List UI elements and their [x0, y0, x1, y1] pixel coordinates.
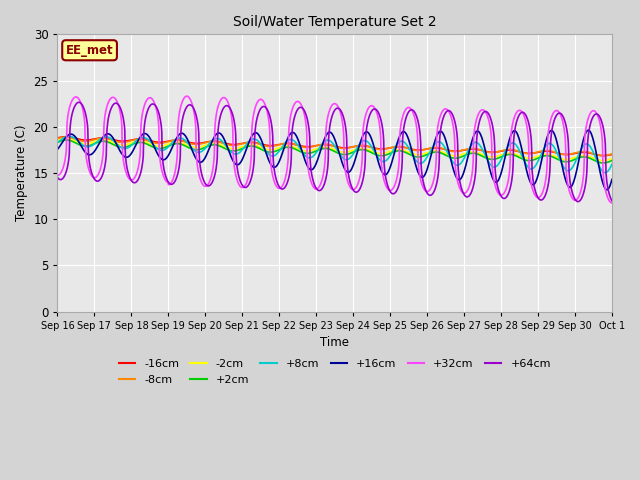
-8cm [61, 134, 69, 140]
+2cm [369, 151, 377, 156]
-8cm [120, 140, 127, 145]
+8cm [301, 152, 308, 158]
-2cm [301, 148, 308, 154]
+2cm [97, 139, 104, 144]
+32cm [289, 104, 297, 110]
+32cm [301, 112, 308, 118]
+2cm [310, 149, 318, 155]
+8cm [120, 145, 127, 151]
-16cm [54, 135, 61, 141]
-2cm [54, 138, 61, 144]
-8cm [301, 144, 308, 150]
+32cm [183, 93, 191, 99]
-2cm [62, 136, 70, 142]
-8cm [97, 135, 104, 141]
+32cm [369, 104, 377, 109]
-16cm [62, 134, 70, 140]
-2cm [310, 147, 318, 153]
+8cm [608, 161, 616, 167]
+32cm [119, 154, 127, 160]
Line: -8cm: -8cm [58, 137, 612, 156]
+16cm [608, 177, 616, 182]
+32cm [608, 200, 616, 206]
-16cm [608, 152, 616, 157]
+16cm [300, 155, 308, 161]
+8cm [289, 137, 297, 143]
+64cm [310, 182, 318, 188]
-16cm [600, 153, 607, 158]
+64cm [75, 99, 83, 105]
+2cm [599, 160, 607, 166]
+16cm [97, 139, 104, 144]
-16cm [120, 138, 127, 144]
+64cm [574, 199, 582, 204]
-2cm [599, 158, 607, 164]
Line: -16cm: -16cm [58, 137, 612, 156]
Line: -2cm: -2cm [58, 139, 612, 161]
-8cm [54, 136, 61, 142]
+16cm [54, 146, 61, 152]
+2cm [54, 140, 61, 145]
-8cm [289, 141, 297, 147]
Line: +16cm: +16cm [58, 130, 612, 190]
-16cm [301, 144, 308, 149]
+16cm [603, 187, 611, 192]
-16cm [289, 141, 297, 147]
-2cm [289, 144, 297, 150]
-8cm [310, 144, 318, 149]
+16cm [369, 140, 377, 146]
Line: +64cm: +64cm [58, 102, 612, 202]
+32cm [54, 172, 61, 178]
Legend: -16cm, -8cm, -2cm, +2cm, +8cm, +16cm, +32cm, +64cm: -16cm, -8cm, -2cm, +2cm, +8cm, +16cm, +3… [114, 355, 556, 389]
+32cm [310, 185, 318, 191]
+2cm [289, 145, 297, 151]
Title: Soil/Water Temperature Set 2: Soil/Water Temperature Set 2 [233, 15, 436, 29]
Line: +8cm: +8cm [58, 136, 612, 173]
+64cm [301, 108, 308, 114]
+16cm [289, 130, 296, 135]
+8cm [97, 136, 104, 142]
+16cm [119, 152, 127, 158]
Line: +32cm: +32cm [58, 96, 612, 203]
-16cm [310, 143, 318, 149]
+8cm [369, 147, 377, 153]
+64cm [369, 107, 377, 112]
-8cm [608, 151, 616, 157]
+64cm [97, 176, 104, 181]
X-axis label: Time: Time [320, 336, 349, 349]
+16cm [310, 165, 318, 170]
-2cm [369, 149, 377, 155]
+16cm [584, 127, 592, 133]
+64cm [608, 198, 616, 204]
-16cm [97, 135, 104, 141]
+2cm [63, 137, 70, 143]
Text: EE_met: EE_met [66, 44, 113, 57]
+64cm [120, 116, 127, 121]
+64cm [54, 175, 61, 180]
+32cm [97, 166, 104, 172]
Line: +2cm: +2cm [58, 140, 612, 163]
+8cm [602, 170, 609, 176]
-8cm [599, 153, 607, 158]
-2cm [608, 156, 616, 161]
+64cm [289, 121, 297, 127]
+2cm [120, 144, 127, 150]
-2cm [120, 142, 127, 148]
+8cm [310, 152, 318, 157]
-16cm [369, 145, 377, 151]
+8cm [54, 140, 61, 145]
+2cm [301, 150, 308, 156]
-2cm [97, 137, 104, 143]
+8cm [65, 133, 73, 139]
+2cm [608, 157, 616, 163]
-8cm [369, 145, 377, 151]
Y-axis label: Temperature (C): Temperature (C) [15, 125, 28, 221]
